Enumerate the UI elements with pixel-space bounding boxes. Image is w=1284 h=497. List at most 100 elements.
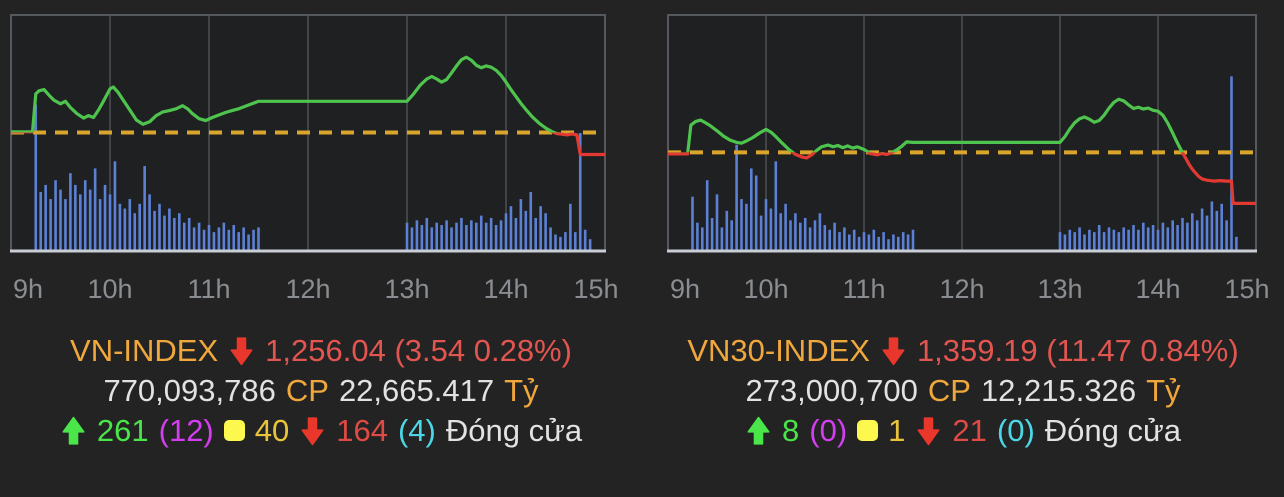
volume-bar <box>499 220 503 251</box>
volume-bar <box>1107 227 1111 251</box>
volume-bar <box>1146 227 1150 251</box>
volume-bar <box>1142 222 1145 251</box>
volume-bar <box>138 203 141 251</box>
volume-bar <box>544 213 547 251</box>
price-line-above-ref <box>668 97 1185 153</box>
axis-label-13h: 13h <box>384 274 429 304</box>
volume-bar <box>696 222 699 251</box>
shares-unit-label: CP <box>285 373 329 408</box>
volume-bar <box>1127 229 1130 251</box>
volume-bar <box>1166 227 1170 251</box>
volume-bar <box>79 194 82 251</box>
down-arrow-icon <box>230 336 253 365</box>
volume-bar <box>460 217 463 251</box>
volume-bar <box>148 194 151 251</box>
vnindex-intraday-chart: 9h 10h 11h 12h 13h 14h 15h <box>10 14 619 304</box>
volume-bar <box>1220 203 1223 251</box>
volume-bar <box>445 220 448 251</box>
volume-bar <box>852 229 856 251</box>
volume-bar <box>153 210 156 251</box>
volume-bar <box>588 239 592 251</box>
axis-label-11h: 11h <box>187 274 230 304</box>
volume-bar <box>197 222 201 251</box>
volume-bar <box>774 161 778 251</box>
volume-bar <box>1230 76 1233 251</box>
volume-bar <box>108 194 112 251</box>
volume-bar <box>539 206 542 251</box>
volume-bar <box>182 222 186 251</box>
vn30index-panel: 9h 10h 11h 12h 13h 14h 15h VN30-INDEX 1,359.19… <box>642 0 1284 497</box>
volume-bar <box>519 199 523 251</box>
volume-bar <box>103 184 107 251</box>
volume-bar <box>1195 220 1199 251</box>
axis-label-12h: 12h <box>939 274 984 304</box>
price-line-above-ref <box>11 55 574 133</box>
volume-bar <box>720 227 724 251</box>
floor-count: (0) <box>996 413 1035 448</box>
volume-bar <box>49 199 52 251</box>
volume-bar <box>440 225 443 251</box>
volume-bar <box>133 213 137 251</box>
volume-bar <box>1078 227 1081 251</box>
volume-bar <box>475 222 478 251</box>
volume-bar <box>911 229 915 251</box>
volume-bar <box>691 196 694 251</box>
volume-bar <box>187 217 191 251</box>
volume-bar <box>803 217 807 251</box>
volume-bar <box>143 166 146 251</box>
volume-bar <box>764 199 768 251</box>
volume-bar <box>554 234 557 251</box>
session-status-label: Đóng cửa <box>1044 413 1181 448</box>
volume-bar <box>222 222 226 251</box>
vn30index-intraday-chart: 9h 10h 11h 12h 13h 14h 15h <box>667 14 1270 304</box>
volume-bar <box>750 168 753 251</box>
volume-bar <box>1073 232 1076 251</box>
volume-bar <box>794 213 797 251</box>
value-unit-label: Tỷ <box>1146 373 1181 408</box>
decliners-count: 21 <box>952 413 987 448</box>
volume-bar <box>730 220 733 251</box>
volume-bar <box>1161 222 1165 251</box>
volume-bar <box>1058 232 1062 251</box>
index-change-value: 1,256.04 (3.54 0.28%) <box>265 333 572 368</box>
volume-bar <box>813 220 817 251</box>
volume-bar <box>754 175 758 251</box>
floor-count: (4) <box>397 413 436 448</box>
volume-bar <box>1088 229 1091 251</box>
advancers-count: 8 <box>782 413 800 448</box>
volume-bar <box>59 189 62 251</box>
breadth-row: 261 (12) 40 164 (4) Đóng cửa <box>60 414 582 447</box>
volume-bar <box>64 199 67 251</box>
session-status-label: Đóng cửa <box>445 413 583 448</box>
volume-bar <box>1215 210 1219 251</box>
volume-bar <box>715 194 719 251</box>
volume-bar <box>232 225 236 251</box>
volume-bar <box>489 217 493 251</box>
volume-bar <box>425 217 429 251</box>
volume-bar <box>252 229 255 251</box>
volume-bar <box>494 225 498 251</box>
volume-bar <box>784 203 787 251</box>
volume-bar <box>823 225 827 251</box>
volume-bar <box>163 215 166 251</box>
volume-bar <box>1225 220 1228 251</box>
volume-bar <box>862 232 866 251</box>
ceiling-count: (12) <box>158 413 214 448</box>
volume-bar <box>1235 236 1238 251</box>
volume-bar <box>735 144 738 251</box>
volume-bar <box>173 217 176 251</box>
volume-bar <box>207 225 211 251</box>
volume-bar <box>549 227 552 251</box>
volume-bar <box>833 222 836 251</box>
advancers-count: 261 <box>96 413 149 448</box>
axis-label-10h: 10h <box>743 274 788 304</box>
volume-bar <box>202 229 206 251</box>
index-summary-row: VN30-INDEX 1,359.19 (11.47 0.84%) <box>687 334 1238 367</box>
volume-bar <box>514 217 518 251</box>
volume-bar <box>484 222 488 251</box>
volume-bar <box>1102 232 1106 251</box>
vn30index-stats: VN30-INDEX 1,359.19 (11.47 0.84%) 273,00… <box>642 334 1284 447</box>
volume-bar <box>83 180 87 251</box>
turnover-row: 273,000,700 CP 12,215.326 Tỷ <box>745 374 1180 407</box>
